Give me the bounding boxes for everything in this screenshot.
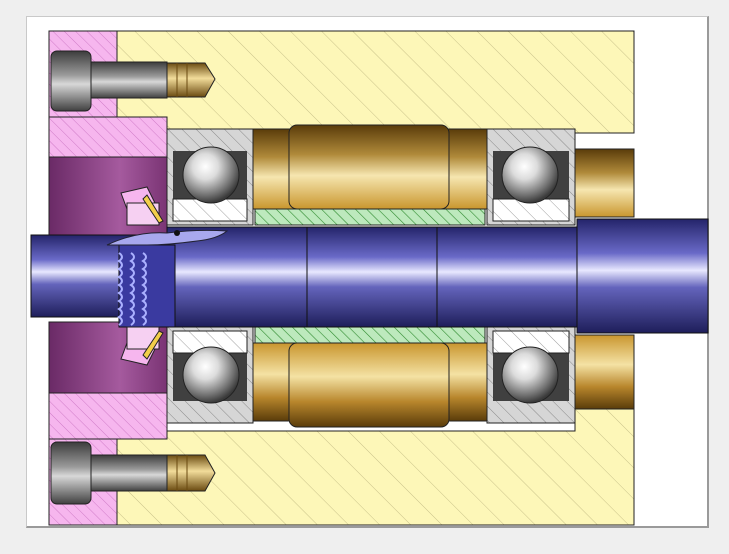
spacer-sleeve xyxy=(254,208,486,344)
drawing-viewport xyxy=(26,16,709,528)
cap-screw-upper xyxy=(50,50,216,112)
sleeve-housing xyxy=(574,148,635,410)
shaft xyxy=(30,218,709,334)
bearing-left xyxy=(166,128,254,424)
tab-washer xyxy=(120,186,164,366)
housing xyxy=(116,30,635,526)
section-drawing xyxy=(30,30,709,526)
bearing-right xyxy=(486,128,576,424)
lock-nut xyxy=(106,229,229,328)
cap-screw-lower xyxy=(50,441,216,505)
bearing-spacer xyxy=(252,124,490,428)
